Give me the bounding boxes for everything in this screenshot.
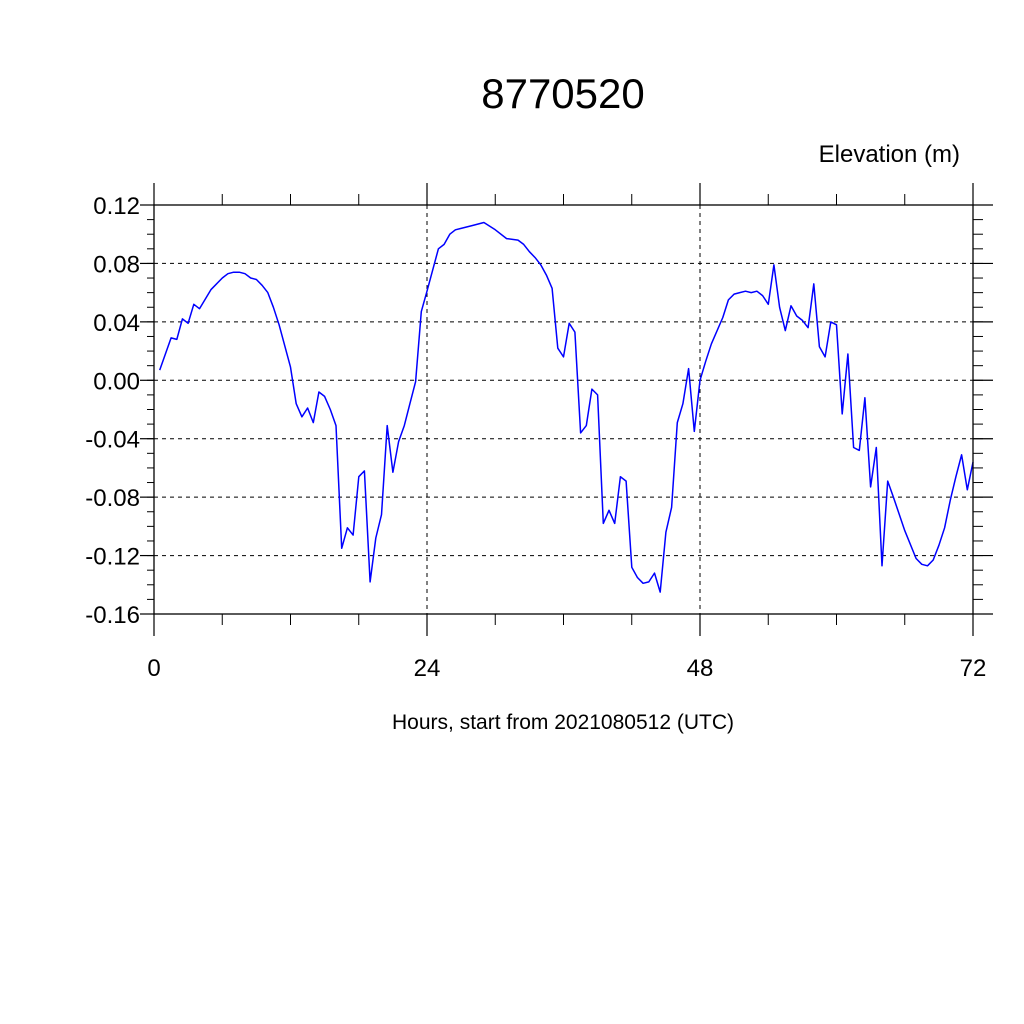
series-line bbox=[158, 221, 974, 593]
series-layer bbox=[158, 221, 974, 593]
plot-frame bbox=[153, 204, 974, 615]
y-tick-label: 0.00 bbox=[93, 368, 140, 395]
x-tick-label: 48 bbox=[687, 655, 714, 682]
y-tick-label: -0.12 bbox=[85, 544, 140, 571]
major-ticks bbox=[140, 183, 993, 636]
y-tick-label: -0.04 bbox=[85, 427, 140, 454]
y-tick-label: 0.08 bbox=[93, 251, 140, 278]
y-tick-label: -0.16 bbox=[85, 602, 140, 629]
x-tick-label: 0 bbox=[147, 655, 160, 682]
x-axis-label: Hours, start from 2021080512 (UTC) bbox=[392, 711, 734, 734]
y-tick-label: 0.12 bbox=[93, 193, 140, 220]
y-tick-label: 0.04 bbox=[93, 310, 140, 337]
tick-labels: 0.12 0.08 0.04 0.00 -0.04 -0.08 -0.12 -0.16 0 24 4… bbox=[85, 193, 986, 682]
y-axis-label: Elevation (m) bbox=[819, 141, 960, 168]
chart-title: 8770520 bbox=[481, 70, 645, 117]
x-tick-label: 72 bbox=[960, 655, 987, 682]
y-tick-label: -0.08 bbox=[85, 485, 140, 512]
x-tick-label: 24 bbox=[414, 655, 441, 682]
